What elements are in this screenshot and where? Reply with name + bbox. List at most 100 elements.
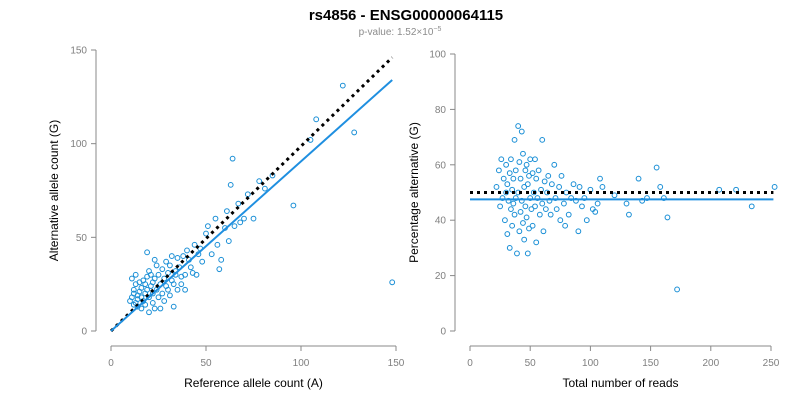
data-point — [568, 195, 575, 201]
data-point — [237, 219, 244, 226]
data-point — [182, 271, 189, 278]
data-point — [512, 167, 519, 174]
data-point — [161, 275, 168, 282]
scatter-panel-allele-counts: 0 50 100 150 0 50 100 150 Reference allele count… — [47, 46, 405, 391]
data-point — [524, 250, 531, 257]
data-point — [174, 255, 181, 261]
data-point — [526, 172, 532, 179]
data-point — [184, 247, 190, 254]
x-tick-label: 50 — [525, 358, 537, 369]
data-point — [159, 266, 166, 273]
data-point — [548, 181, 555, 188]
data-point — [581, 195, 588, 201]
data-point — [313, 116, 320, 123]
data-point — [225, 238, 232, 244]
fit-line — [110, 79, 393, 332]
data-point — [529, 170, 536, 177]
data-point — [167, 292, 173, 299]
data-point — [522, 167, 529, 174]
data-point — [168, 253, 175, 259]
y-tick-label: 40 — [435, 216, 447, 227]
data-point — [540, 228, 547, 235]
data-point — [165, 286, 171, 293]
y-axis-label: Percentage alternative (G) — [407, 122, 421, 263]
data-point — [674, 286, 680, 293]
data-point — [389, 279, 396, 286]
x-tick-label: 100 — [293, 358, 310, 369]
chart-title: rs4856 - ENSG00000064115 — [309, 7, 503, 24]
data-point — [508, 156, 514, 163]
data-point — [565, 211, 572, 218]
x-tick-label: 100 — [582, 358, 599, 369]
data-point — [523, 214, 530, 221]
data-point — [244, 191, 251, 198]
data-point — [216, 266, 223, 273]
data-point — [146, 309, 152, 316]
data-point — [129, 275, 135, 282]
subtitle-prefix: p-value: 1.52×10 — [359, 27, 434, 38]
data-point — [205, 223, 211, 229]
data-point — [520, 150, 526, 157]
y-tick-label: 60 — [435, 160, 447, 171]
data-point — [138, 285, 145, 291]
y-tick-label: 100 — [70, 139, 87, 150]
data-point — [551, 161, 558, 168]
data-point — [552, 195, 559, 201]
data-point — [657, 184, 664, 190]
data-point — [153, 262, 160, 269]
data-point — [509, 222, 516, 229]
data-point — [170, 281, 177, 288]
data-point — [533, 175, 540, 182]
data-point — [529, 222, 536, 229]
data-point — [573, 197, 579, 204]
data-point — [516, 228, 523, 235]
data-point — [545, 172, 552, 179]
data-point — [546, 197, 553, 204]
data-point — [163, 258, 170, 265]
data-point — [506, 170, 513, 177]
data-point — [623, 200, 630, 207]
data-point — [151, 305, 158, 312]
y-tick-label: 0 — [440, 327, 446, 338]
y-tick-label: 50 — [76, 233, 88, 244]
x-tick-label: 250 — [763, 358, 780, 369]
data-point — [510, 175, 517, 182]
data-point — [611, 192, 618, 199]
x-axis-label: Reference allele count (A) — [184, 376, 323, 390]
data-point — [515, 123, 522, 129]
data-point — [516, 159, 523, 165]
data-point — [526, 225, 532, 232]
y-tick-label: 80 — [435, 105, 447, 116]
data-point — [547, 211, 554, 218]
data-point — [505, 197, 512, 204]
data-point — [527, 195, 534, 201]
scatter-panel-percentage: 0 50 100 150 200 250 0 20 40 60 80 100 Total number … — [407, 50, 780, 391]
data-point — [570, 181, 577, 188]
data-point — [262, 185, 268, 192]
chart-subtitle: p-value: 1.52×10−5 — [359, 26, 442, 38]
data-point — [224, 208, 230, 215]
data-point — [142, 301, 149, 308]
data-point — [539, 200, 546, 207]
data-point — [532, 203, 538, 210]
data-point — [159, 290, 166, 297]
data-point — [771, 184, 778, 190]
data-point — [553, 206, 560, 213]
data-point — [151, 256, 158, 263]
y-tick-label: 150 — [70, 46, 87, 57]
data-point — [161, 298, 168, 304]
data-point — [539, 136, 546, 143]
data-point — [187, 264, 194, 271]
x-tick-label: 0 — [467, 358, 473, 369]
data-point — [521, 184, 528, 190]
data-point — [191, 241, 198, 248]
data-point — [157, 305, 164, 312]
x-tick-label: 0 — [108, 358, 114, 369]
data-point — [536, 211, 543, 218]
data-point — [178, 281, 185, 288]
data-point — [556, 184, 562, 190]
data-point — [599, 184, 606, 190]
data-point — [561, 200, 567, 207]
data-point — [218, 256, 225, 263]
data-point — [351, 129, 358, 136]
